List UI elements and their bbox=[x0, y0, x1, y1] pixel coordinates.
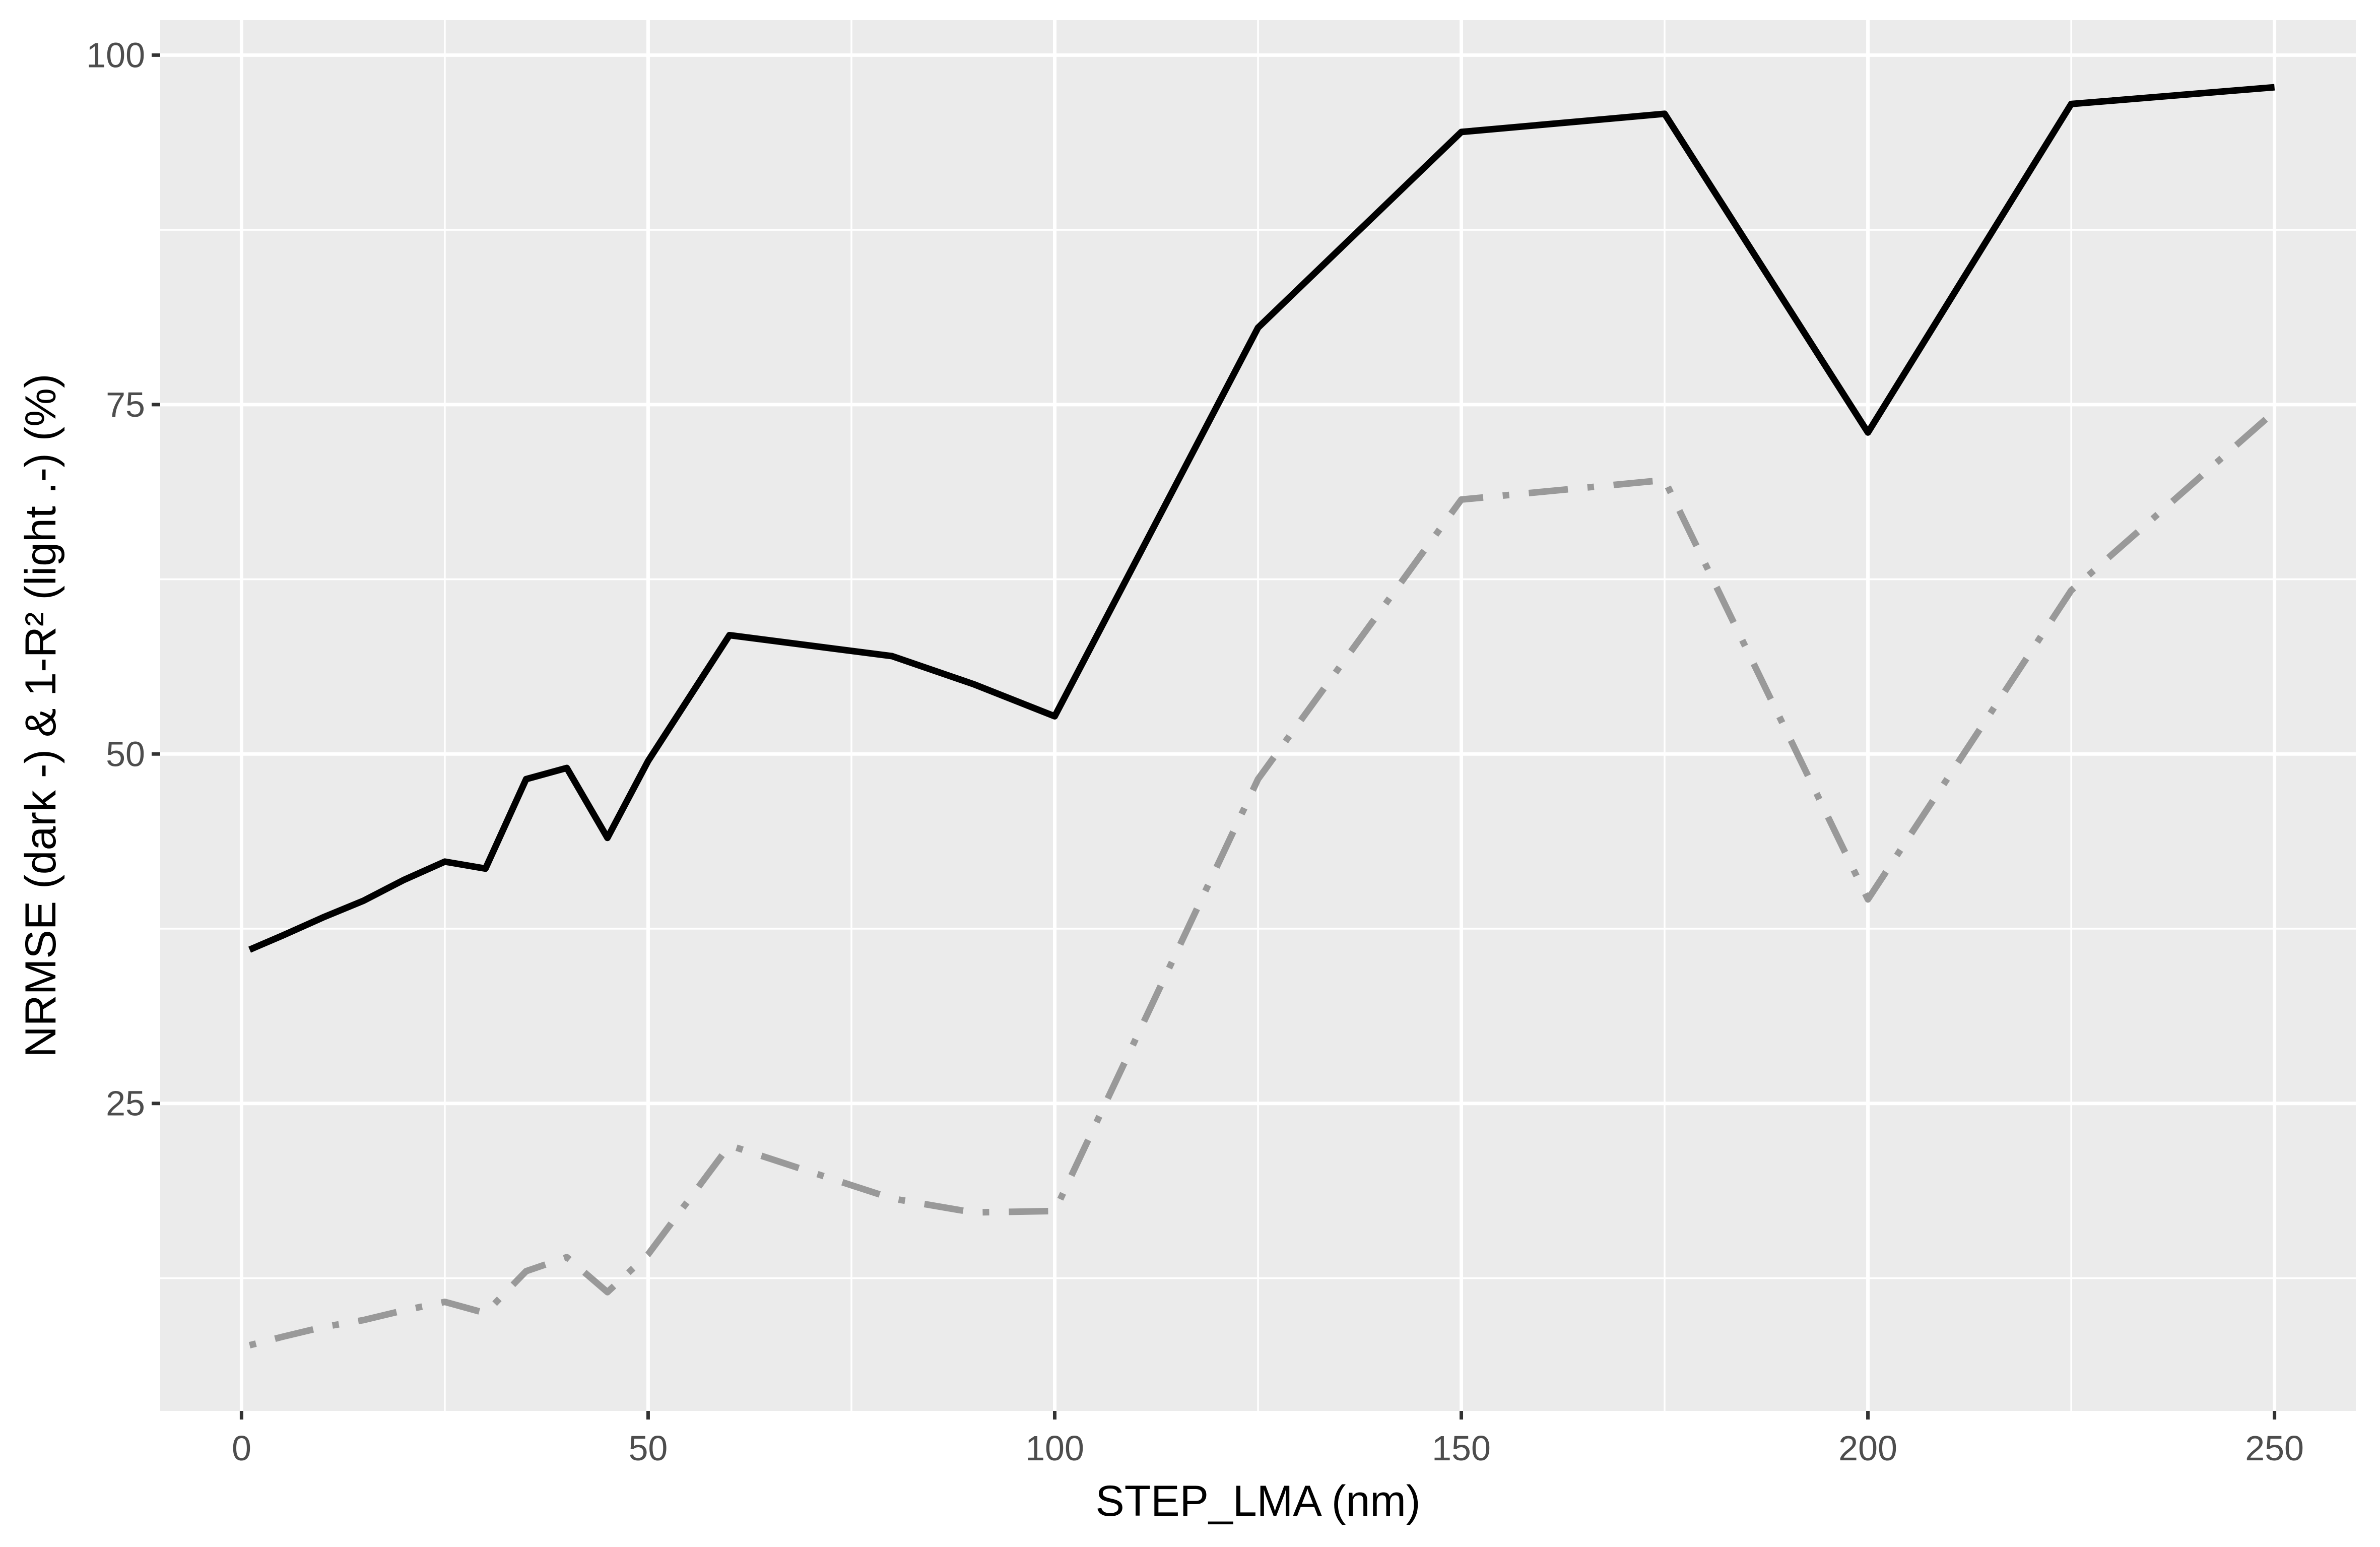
x-tick-label: 100 bbox=[1025, 1429, 1084, 1468]
y-axis-title: NRMSE (dark -) & 1-R² (light .-) (%) bbox=[17, 374, 65, 1058]
y-tick-label: 100 bbox=[86, 35, 145, 75]
major-gridlines bbox=[160, 20, 2356, 1411]
series-line-dark bbox=[248, 84, 2275, 953]
series-layer bbox=[248, 84, 2277, 1348]
x-axis: 0 50 100 150 200 250 bbox=[232, 1411, 2304, 1468]
y-tick-label: 25 bbox=[106, 1084, 145, 1123]
x-tick-label: 250 bbox=[2245, 1429, 2304, 1468]
x-tick-label: 0 bbox=[232, 1429, 251, 1468]
x-tick-label: 150 bbox=[1432, 1429, 1491, 1468]
y-axis: 25 50 75 100 bbox=[86, 35, 160, 1123]
y-tick-label: 50 bbox=[106, 734, 145, 774]
x-axis-title: STEP_LMA (nm) bbox=[1095, 1477, 1420, 1525]
x-tick-label: 50 bbox=[629, 1429, 668, 1468]
x-tick-label: 200 bbox=[1838, 1429, 1897, 1468]
series-line-light bbox=[248, 409, 2277, 1348]
y-tick-label: 75 bbox=[106, 385, 145, 424]
